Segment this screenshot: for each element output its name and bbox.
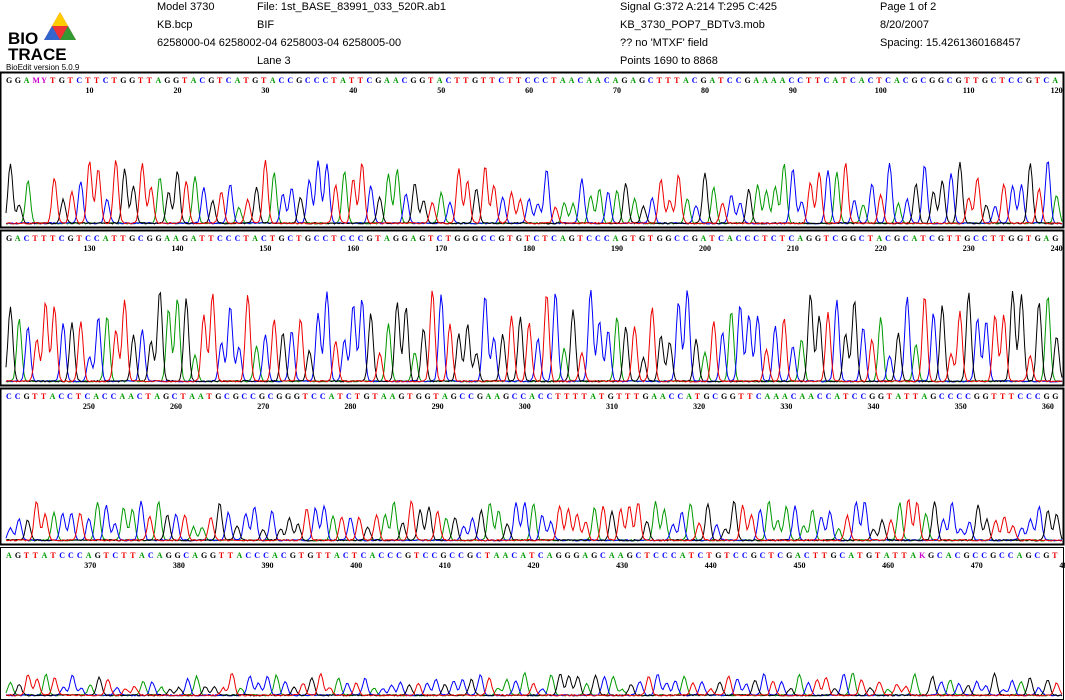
position: 160: [347, 244, 359, 253]
panel-frame: [1, 231, 1064, 386]
position: 10: [86, 86, 94, 95]
position: 200: [699, 244, 711, 253]
position: 220: [875, 244, 887, 253]
header-field: 6258000-04 6258002-04 6258003-04 6258005…: [157, 37, 401, 49]
position: 410: [439, 561, 451, 570]
panel-frame: [1, 548, 1064, 700]
position: 120: [1051, 86, 1063, 95]
header-field: KB_3730_POP7_BDTv3.mob: [620, 19, 765, 31]
page: BIO TRACE BioEdit version 5.0.9 Model 37…: [0, 0, 1065, 700]
header-field: Lane 3: [257, 55, 291, 67]
position: 310: [606, 402, 618, 411]
position: 80: [701, 86, 709, 95]
position: 140: [171, 244, 183, 253]
position: 420: [528, 561, 540, 570]
position: 190: [611, 244, 623, 253]
position: 300: [519, 402, 531, 411]
position: 270: [257, 402, 269, 411]
position: 70: [613, 86, 621, 95]
position: 290: [432, 402, 444, 411]
position: 210: [787, 244, 799, 253]
position: 110: [963, 86, 975, 95]
header-field: BIF: [257, 19, 274, 31]
position: 60: [525, 86, 533, 95]
header-field: File: 1st_BASE_83991_033_520R.ab1: [257, 1, 446, 13]
position: 380: [173, 561, 185, 570]
position: 340: [868, 402, 880, 411]
position: 150: [259, 244, 271, 253]
position: 390: [262, 561, 274, 570]
position: 320: [693, 402, 705, 411]
chromatogram: BIO TRACE BioEdit version 5.0.9 Model 37…: [0, 0, 1065, 700]
position: 170: [435, 244, 447, 253]
position: 480: [1059, 561, 1065, 570]
position: 430: [616, 561, 628, 570]
position: 130: [84, 244, 96, 253]
position: 250: [83, 402, 95, 411]
position: 50: [437, 86, 445, 95]
position: 230: [963, 244, 975, 253]
position: 370: [84, 561, 96, 570]
trace: [6, 674, 1062, 696]
position: 90: [789, 86, 797, 95]
position: 360: [1042, 402, 1054, 411]
position: 400: [350, 561, 362, 570]
position: 470: [971, 561, 983, 570]
trace: [6, 674, 1062, 696]
version: BioEdit version 5.0.9: [6, 63, 80, 72]
header-field: 8/20/2007: [880, 19, 929, 31]
position: 460: [882, 561, 894, 570]
logo-text: TRACE: [8, 45, 67, 64]
position: 40: [349, 86, 357, 95]
header-field: Signal G:372 A:214 T:295 C:425: [620, 1, 777, 13]
header-field: Points 1690 to 8868: [620, 55, 718, 67]
panel-frame: [1, 73, 1064, 228]
position: 440: [705, 561, 717, 570]
position: 20: [173, 86, 181, 95]
header-field: KB.bcp: [157, 19, 192, 31]
panel-frame: [1, 389, 1064, 545]
logo-triangle-top: [52, 12, 68, 26]
position: 330: [780, 402, 792, 411]
header-field: Page 1 of 2: [880, 1, 936, 13]
position: 350: [955, 402, 967, 411]
header-field: ?? no 'MTXF' field: [620, 37, 708, 49]
position: 450: [793, 561, 805, 570]
header-field: Spacing: 15.4261360168457: [880, 37, 1021, 49]
position: 30: [261, 86, 269, 95]
position: 260: [170, 402, 182, 411]
position: 280: [344, 402, 356, 411]
position: 240: [1051, 244, 1063, 253]
position: 180: [523, 244, 535, 253]
position: 100: [875, 86, 887, 95]
header-field: Model 3730: [157, 1, 215, 13]
